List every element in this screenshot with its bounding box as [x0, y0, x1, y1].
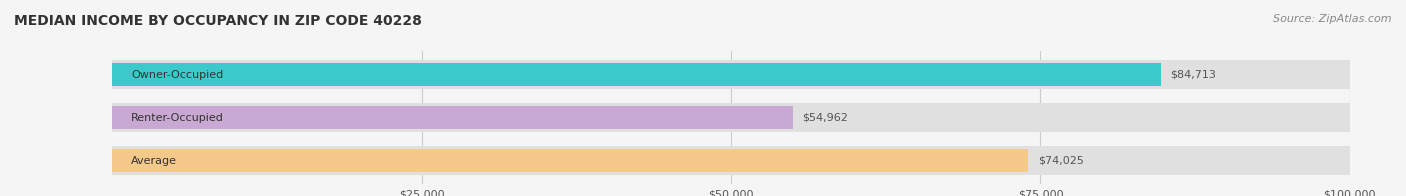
Bar — [112, 60, 1350, 89]
Bar — [112, 146, 1350, 175]
Text: Source: ZipAtlas.com: Source: ZipAtlas.com — [1274, 14, 1392, 24]
Text: $54,962: $54,962 — [803, 113, 848, 123]
Text: MEDIAN INCOME BY OCCUPANCY IN ZIP CODE 40228: MEDIAN INCOME BY OCCUPANCY IN ZIP CODE 4… — [14, 14, 422, 28]
Text: Owner-Occupied: Owner-Occupied — [131, 70, 224, 80]
Text: $74,025: $74,025 — [1038, 156, 1084, 166]
Bar — [112, 106, 793, 129]
Text: Renter-Occupied: Renter-Occupied — [131, 113, 224, 123]
Text: $84,713: $84,713 — [1171, 70, 1216, 80]
Bar — [112, 103, 1350, 132]
Bar — [112, 63, 1160, 86]
Bar — [112, 149, 1028, 172]
Text: Average: Average — [131, 156, 177, 166]
